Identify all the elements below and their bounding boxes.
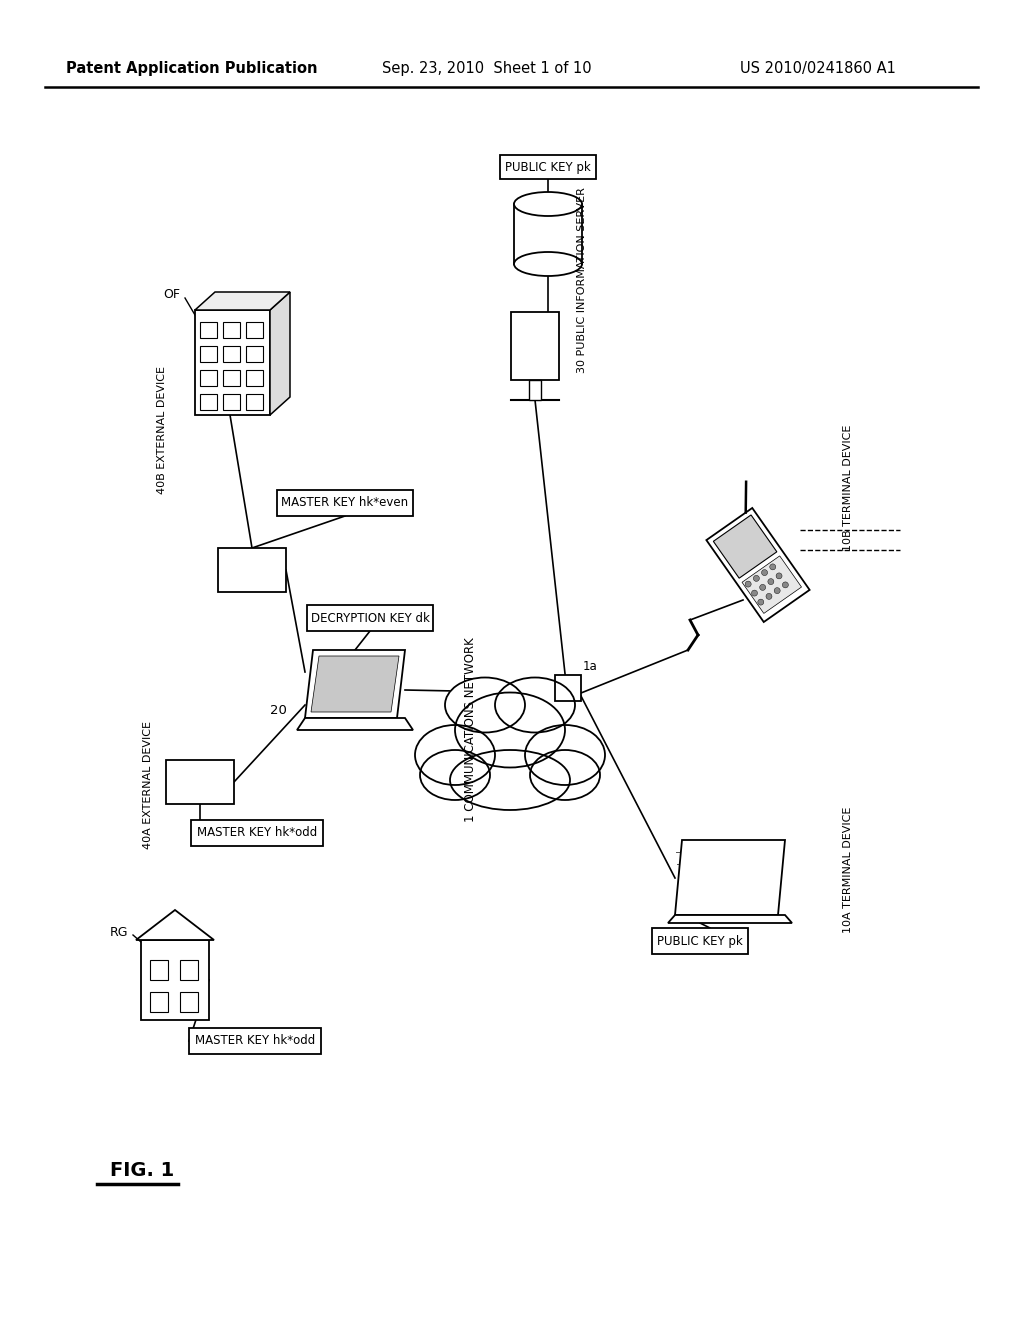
Polygon shape <box>297 718 413 730</box>
Ellipse shape <box>495 677 575 733</box>
Ellipse shape <box>525 725 605 785</box>
Ellipse shape <box>514 191 582 216</box>
Bar <box>180 993 198 1012</box>
Text: DECRYPTION KEY dk: DECRYPTION KEY dk <box>310 611 429 624</box>
Bar <box>714 515 777 578</box>
Text: US 2010/0241860 A1: US 2010/0241860 A1 <box>740 61 896 75</box>
Ellipse shape <box>455 693 565 767</box>
Circle shape <box>768 578 774 585</box>
Text: MASTER KEY hk*odd: MASTER KEY hk*odd <box>195 1035 315 1048</box>
Bar <box>150 960 168 979</box>
Bar <box>200 370 217 385</box>
Polygon shape <box>195 292 290 310</box>
Bar <box>218 548 286 591</box>
Text: MASTER KEY hk*odd: MASTER KEY hk*odd <box>197 826 317 840</box>
Ellipse shape <box>415 725 495 785</box>
Polygon shape <box>675 840 785 915</box>
Text: Patent Application Publication: Patent Application Publication <box>67 61 317 75</box>
Bar <box>246 346 263 362</box>
Bar <box>200 346 217 362</box>
Text: MASTER KEY hk*even: MASTER KEY hk*even <box>282 496 409 510</box>
Text: PUBLIC KEY pk: PUBLIC KEY pk <box>657 935 742 948</box>
Bar <box>707 508 810 622</box>
Polygon shape <box>305 649 406 718</box>
Bar <box>555 675 581 701</box>
Ellipse shape <box>514 252 582 276</box>
Text: 10A TERMINAL DEVICE: 10A TERMINAL DEVICE <box>843 807 853 933</box>
Ellipse shape <box>530 750 600 800</box>
Bar <box>200 393 217 411</box>
Bar <box>223 393 240 411</box>
Bar <box>246 393 263 411</box>
Bar <box>514 205 582 264</box>
Bar <box>189 1028 321 1053</box>
Bar <box>200 322 217 338</box>
Text: RG: RG <box>110 925 128 939</box>
Circle shape <box>758 599 764 605</box>
Polygon shape <box>311 656 399 711</box>
Polygon shape <box>668 915 792 923</box>
Bar <box>223 370 240 385</box>
Bar <box>500 154 596 180</box>
Circle shape <box>745 581 752 587</box>
Text: PUBLIC KEY pk: PUBLIC KEY pk <box>505 161 591 173</box>
Bar <box>652 928 748 954</box>
Polygon shape <box>136 909 214 940</box>
Ellipse shape <box>450 750 570 810</box>
Circle shape <box>754 576 760 581</box>
Text: 30 PUBLIC INFORMATION SERVER: 30 PUBLIC INFORMATION SERVER <box>577 187 587 374</box>
Text: FIG. 1: FIG. 1 <box>110 1160 174 1180</box>
Circle shape <box>774 587 780 594</box>
Circle shape <box>776 573 782 579</box>
Bar <box>150 993 168 1012</box>
Circle shape <box>752 590 758 597</box>
Bar <box>191 820 323 846</box>
Ellipse shape <box>445 677 525 733</box>
Text: 1a: 1a <box>583 660 598 672</box>
Bar <box>223 346 240 362</box>
Text: 1 COMMUNICATIONS NETWORK: 1 COMMUNICATIONS NETWORK <box>464 638 476 822</box>
Bar <box>195 310 270 414</box>
Ellipse shape <box>420 750 490 800</box>
Bar <box>223 322 240 338</box>
Text: 20: 20 <box>270 704 287 717</box>
Polygon shape <box>270 292 290 414</box>
Text: 40A EXTERNAL DEVICE: 40A EXTERNAL DEVICE <box>143 721 153 849</box>
Bar <box>529 380 541 400</box>
Bar <box>307 605 433 631</box>
Circle shape <box>782 582 788 587</box>
Bar <box>246 322 263 338</box>
Text: Sep. 23, 2010  Sheet 1 of 10: Sep. 23, 2010 Sheet 1 of 10 <box>382 61 592 75</box>
Text: OF: OF <box>163 289 180 301</box>
Bar <box>742 556 802 614</box>
Bar <box>141 940 209 1020</box>
Bar <box>511 312 559 380</box>
Text: 10B TERMINAL DEVICE: 10B TERMINAL DEVICE <box>843 425 853 552</box>
Bar <box>278 490 413 516</box>
Circle shape <box>760 585 766 590</box>
Circle shape <box>762 570 768 576</box>
Bar <box>180 960 198 979</box>
Text: 40B EXTERNAL DEVICE: 40B EXTERNAL DEVICE <box>157 366 167 494</box>
Circle shape <box>766 594 772 599</box>
Bar <box>166 760 234 804</box>
Bar <box>246 370 263 385</box>
Circle shape <box>770 564 776 570</box>
